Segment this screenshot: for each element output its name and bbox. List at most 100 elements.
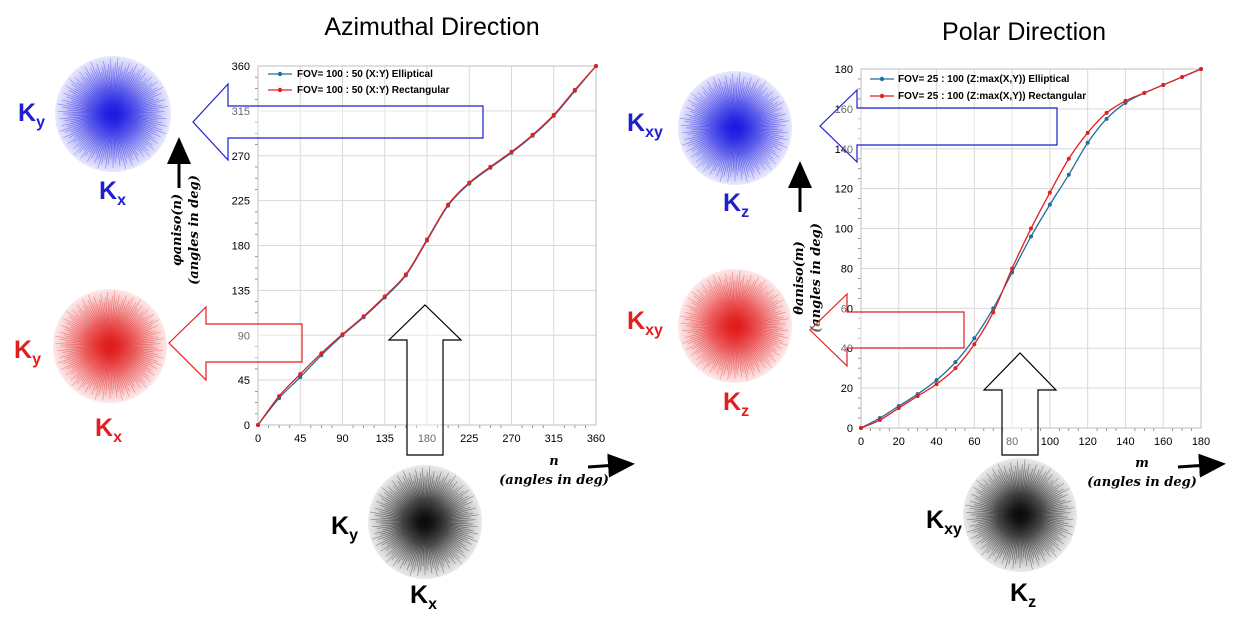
kspace-spoke — [112, 93, 156, 115]
kspace-spoke — [424, 501, 468, 523]
kspace-spoke — [734, 325, 738, 374]
kspace-spoke — [734, 325, 749, 375]
kspace-spoke — [109, 313, 155, 347]
kspace-spoke — [734, 127, 749, 177]
kspace-spoke — [78, 113, 114, 153]
kspace-spoke — [734, 276, 759, 327]
kspace-spoke — [1019, 482, 1065, 516]
kspace-spoke — [1019, 514, 1033, 570]
kspace-spoke — [109, 345, 148, 367]
azimuthal-title: Azimuthal Direction — [324, 13, 539, 41]
polar-chart: 0 20 40 60 80 100 120 140 160 1800204060801001201… — [788, 64, 1226, 490]
kspace-spoke — [109, 305, 143, 347]
kspace-spoke — [1019, 468, 1051, 516]
y-tick-label: 0 — [244, 420, 250, 432]
kspace-spoke — [59, 113, 114, 132]
kspace-spoke — [734, 325, 766, 369]
kspace-spoke — [424, 472, 449, 523]
kspace-spoke — [105, 345, 111, 396]
y-tick-label: 180 — [835, 64, 853, 76]
kspace-spoke — [1019, 459, 1026, 516]
polar-point-rectangular — [859, 426, 863, 430]
kspace-spoke — [109, 305, 132, 347]
azimuthal-point-rectangular — [298, 372, 303, 377]
kspace-spoke — [59, 331, 111, 347]
kspace-spoke — [109, 345, 123, 401]
kspace-spoke — [734, 102, 773, 129]
kspace-spoke — [692, 325, 736, 334]
polar-point-elliptical — [934, 378, 939, 383]
kspace-spoke — [112, 93, 162, 115]
kspace-spoke — [734, 101, 785, 129]
kspace-spoke — [734, 280, 755, 327]
kspace-spoke — [112, 69, 140, 115]
kspace-spoke — [718, 78, 736, 129]
kspace-spoke — [734, 97, 774, 129]
kspace-spoke — [982, 479, 1021, 516]
x-tick-label: 60 — [968, 436, 980, 448]
kspace-spoke — [1019, 514, 1053, 547]
kspace-spoke — [1019, 514, 1057, 558]
kspace-spoke — [78, 309, 111, 347]
kspace-spoke — [734, 127, 788, 148]
polar-point-elliptical — [953, 360, 958, 365]
polar-point-rectangular — [1142, 90, 1147, 95]
polar-point-rectangular — [915, 394, 920, 399]
kspace-spoke — [112, 113, 159, 144]
kspace-spoke — [734, 284, 751, 327]
kspace-spoke — [55, 335, 111, 347]
kspace-spoke — [109, 325, 158, 347]
kspace-spoke — [986, 514, 1021, 548]
kspace-spoke — [105, 113, 114, 169]
kspace-spoke — [370, 519, 426, 523]
kspace-spoke — [380, 521, 426, 525]
kspace-spoke — [109, 345, 147, 389]
kspace-spoke — [1013, 471, 1021, 516]
kspace-spoke — [734, 325, 740, 369]
kspace-spoke — [109, 341, 156, 347]
kspace-spoke — [694, 312, 736, 327]
kspace-spoke — [734, 120, 789, 129]
kspace-spoke — [1015, 514, 1021, 565]
azimuthal-point-rectangular — [594, 64, 598, 68]
kspace-spoke — [986, 514, 1021, 542]
kspace-spoke — [424, 514, 479, 523]
kspace-spoke — [725, 273, 736, 327]
kspace-spoke — [734, 275, 738, 327]
kspace-spoke — [689, 117, 736, 129]
polar-point-rectangular — [1180, 74, 1185, 79]
kspace-spoke — [1019, 480, 1054, 516]
kspace-spoke — [734, 127, 743, 180]
kspace-spoke — [1019, 468, 1027, 516]
kspace-spoke — [112, 113, 162, 131]
polar-ylabel-unit: (angles in deg) — [809, 223, 824, 333]
kspace-spoke — [734, 81, 748, 129]
kspace-spoke — [109, 331, 162, 347]
kspace-spoke — [109, 345, 118, 398]
kspace-spoke — [420, 472, 426, 523]
kspace-spoke — [112, 113, 122, 161]
kspace-spoke — [1019, 473, 1030, 516]
kspace-spoke — [696, 325, 736, 355]
kspace-spoke — [112, 84, 147, 115]
kspace-spoke — [82, 345, 111, 388]
kspace-spoke — [703, 289, 736, 327]
kspace-spoke — [424, 489, 454, 523]
kspace-spoke — [972, 514, 1021, 522]
legend-marker-elliptical — [277, 71, 283, 77]
kspace-spoke — [734, 325, 779, 339]
kspace-spoke — [71, 83, 114, 115]
kspace-spoke — [702, 325, 736, 371]
kspace-spoke — [66, 311, 111, 347]
kspace-spoke — [109, 308, 138, 347]
kspace-spoke — [1019, 474, 1053, 516]
polar-point-rectangular — [991, 310, 996, 315]
kspace-spoke — [1019, 514, 1063, 534]
kspace-spoke — [80, 113, 114, 159]
kspace-spoke — [396, 475, 426, 523]
y-tick-label: 20 — [841, 383, 853, 395]
kspace-spoke — [420, 521, 426, 572]
kspace-spoke — [387, 496, 426, 523]
kspace-spoke — [424, 476, 445, 523]
kspace-spoke — [681, 127, 736, 146]
